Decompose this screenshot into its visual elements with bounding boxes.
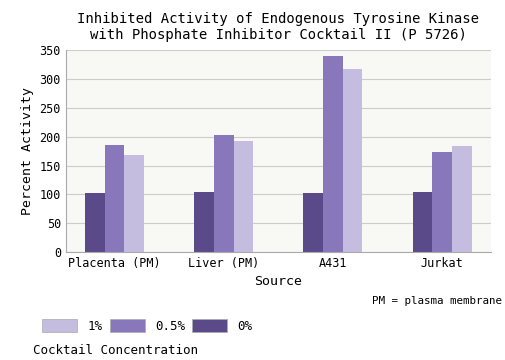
Text: PM = plasma membrane: PM = plasma membrane bbox=[371, 296, 501, 306]
Bar bbox=[194, 192, 214, 252]
Bar bbox=[214, 135, 233, 252]
Bar bbox=[105, 145, 124, 252]
Bar bbox=[85, 193, 105, 252]
Bar bbox=[342, 69, 362, 252]
X-axis label: Source: Source bbox=[254, 275, 301, 288]
Bar bbox=[451, 146, 471, 252]
Y-axis label: Percent Activity: Percent Activity bbox=[21, 87, 34, 215]
Text: Cocktail Concentration: Cocktail Concentration bbox=[33, 343, 197, 356]
Bar bbox=[412, 192, 431, 252]
Title: Inhibited Activity of Endogenous Tyrosine Kinase
with Phosphate Inhibitor Cockta: Inhibited Activity of Endogenous Tyrosin… bbox=[77, 12, 478, 42]
Bar bbox=[303, 193, 322, 252]
Legend: 1%, 0.5%, 0%: 1%, 0.5%, 0% bbox=[42, 319, 252, 333]
Bar bbox=[233, 141, 252, 252]
Bar bbox=[431, 152, 451, 252]
Bar bbox=[322, 56, 342, 252]
Bar bbox=[124, 155, 144, 252]
